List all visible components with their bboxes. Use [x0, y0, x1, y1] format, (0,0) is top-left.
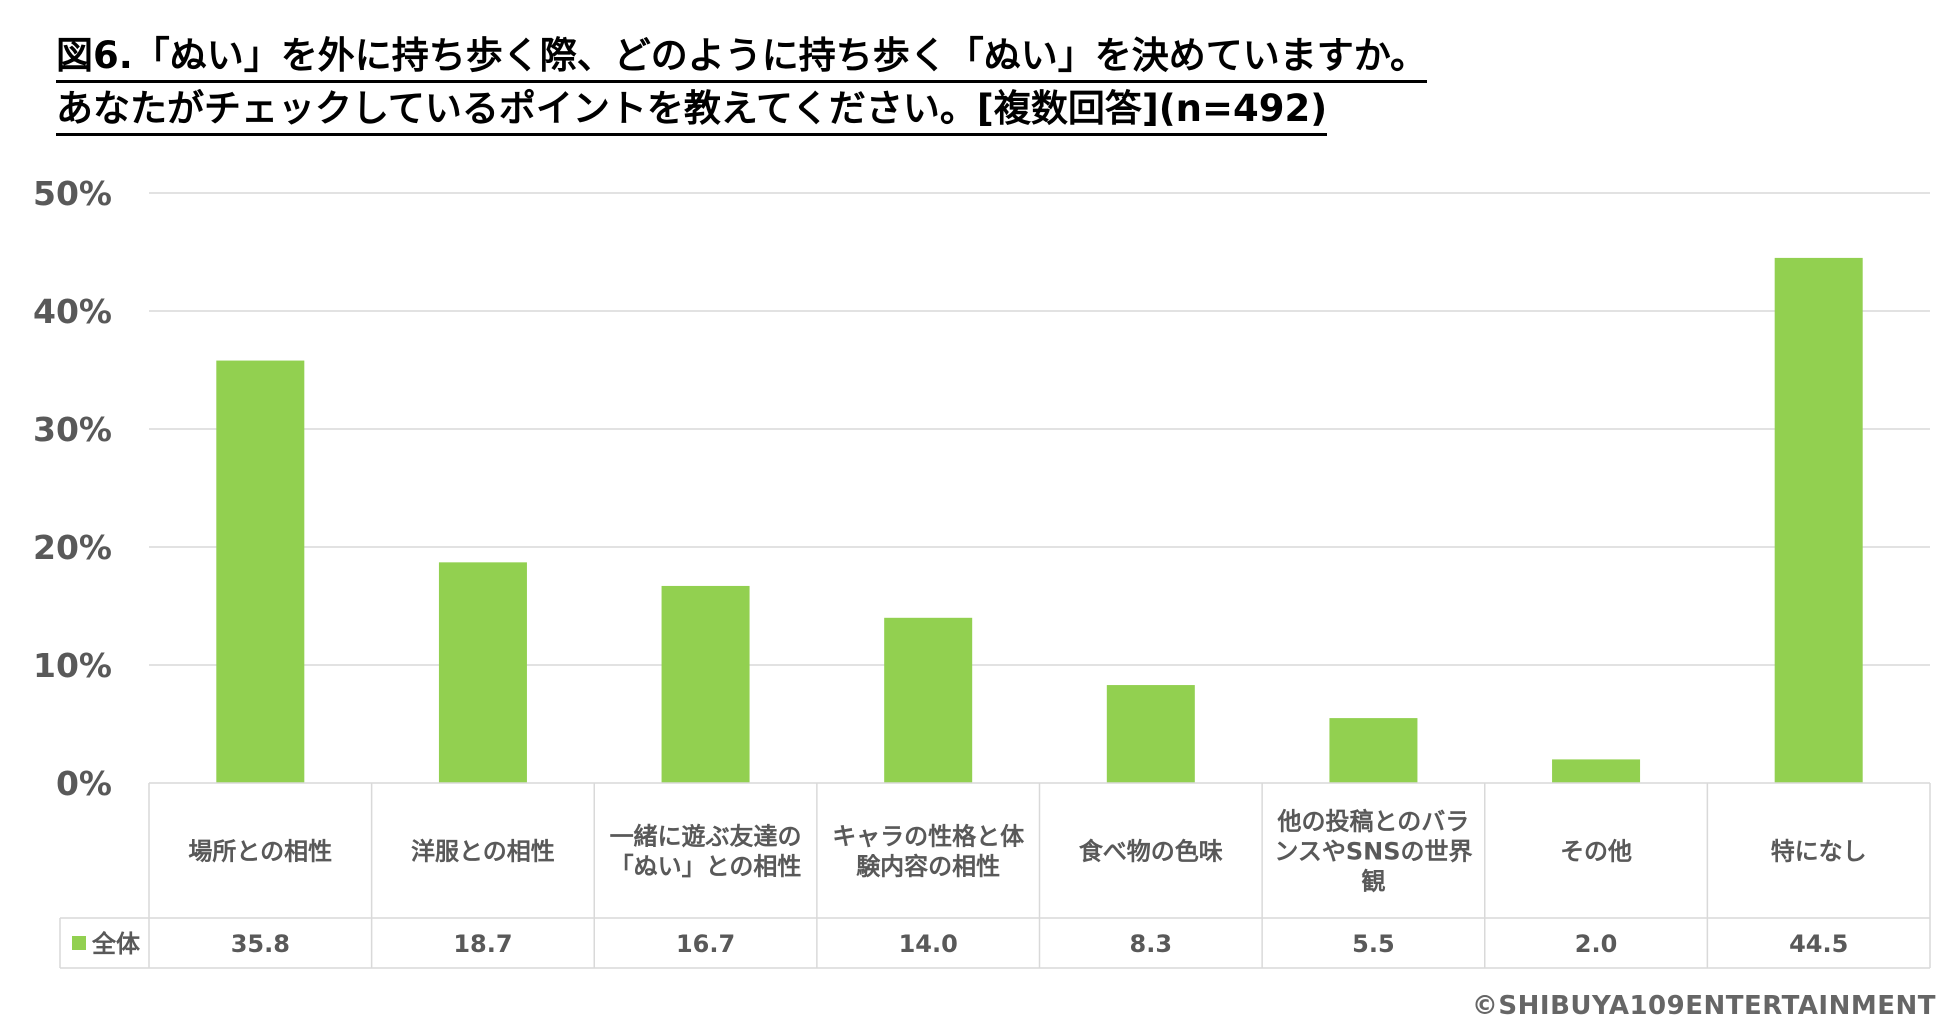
bar	[1552, 759, 1641, 783]
x-category-label: 洋服との相性	[411, 838, 555, 866]
x-category-label: キャラの性格と体験内容の相性	[832, 823, 1025, 881]
bar	[1329, 718, 1418, 783]
data-value-label: 14.0	[899, 930, 958, 958]
x-category-label: 食べ物の色味	[1079, 838, 1223, 866]
legend-label: 全体	[91, 930, 141, 958]
bar	[216, 360, 305, 783]
y-tick-label: 10%	[33, 646, 112, 685]
data-value-label: 2.0	[1575, 930, 1618, 958]
data-value-label: 18.7	[453, 930, 512, 958]
legend-swatch	[72, 936, 86, 950]
bar	[661, 585, 750, 783]
data-value-label: 16.7	[676, 930, 735, 958]
data-value-label: 44.5	[1789, 930, 1848, 958]
bar	[438, 562, 527, 783]
x-category-label: 場所との相性	[188, 838, 332, 866]
x-category-label: その他	[1560, 838, 1632, 866]
chart-title: 図6.「ぬい」を外に持ち歩く際、どのように持ち歩く「ぬい」を決めていますか。 あ…	[56, 30, 1428, 136]
data-value-label: 35.8	[231, 930, 290, 958]
y-tick-label: 0%	[56, 764, 112, 803]
x-category-label: 一緒に遊ぶ友達の「ぬい」との相性	[610, 823, 802, 881]
bar	[1774, 257, 1863, 783]
x-category-label: 特になし	[1771, 838, 1867, 866]
x-category-label: 他の投稿とのバランスやSNSの世界観	[1274, 808, 1472, 896]
y-tick-label: 50%	[33, 174, 112, 213]
bar	[884, 617, 973, 783]
y-tick-label: 30%	[33, 410, 112, 449]
title-line-2: あなたがチェックしているポイントを教えてください。[複数回答](n=492)	[56, 85, 1328, 136]
copyright-footer: ©SHIBUYA109ENTERTAINMENT	[1471, 991, 1936, 1021]
data-value-label: 5.5	[1352, 930, 1395, 958]
data-value-label: 8.3	[1130, 930, 1173, 958]
y-tick-label: 40%	[33, 292, 112, 331]
bar	[1106, 685, 1195, 783]
y-tick-label: 20%	[33, 528, 112, 567]
title-line-1: 図6.「ぬい」を外に持ち歩く際、どのように持ち歩く「ぬい」を決めていますか。	[56, 32, 1428, 83]
